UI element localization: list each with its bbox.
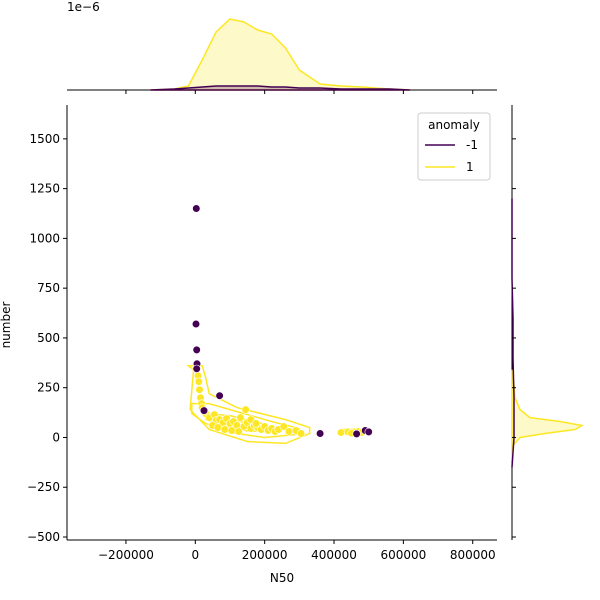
right-marginal-density-pos1 xyxy=(511,369,585,462)
scatter-point-anomaly-neg1 xyxy=(364,427,373,437)
x-tick-label: 200000 xyxy=(242,548,288,562)
scatter-point-anomaly-pos1 xyxy=(195,385,204,394)
scatter-point-anomaly-pos1 xyxy=(220,425,229,434)
scatter-point-anomaly-pos1 xyxy=(251,419,261,428)
scatter-point-anomaly-neg1 xyxy=(215,391,224,400)
scatter-point-anomaly-pos1 xyxy=(236,413,245,422)
y-tick-label: 750 xyxy=(37,281,60,295)
legend-label-pos1: 1 xyxy=(466,160,474,174)
top-marginal-density-pos1 xyxy=(150,18,411,91)
y-axis-label: number xyxy=(0,302,13,349)
y-tick-label: −500 xyxy=(27,530,60,544)
y-tick-label: 250 xyxy=(37,381,60,395)
scatter-point-anomaly-neg1 xyxy=(316,429,325,438)
scatter-point-anomaly-pos1 xyxy=(194,377,203,386)
legend-box xyxy=(417,112,491,181)
legend-label-neg1: -1 xyxy=(466,138,478,152)
y-tick-label: 0 xyxy=(52,430,60,444)
scatter-point-anomaly-pos1 xyxy=(284,427,294,436)
scatter-point-anomaly-pos1 xyxy=(234,427,243,436)
right-marginal-density xyxy=(511,105,585,540)
y-tick-label: 1250 xyxy=(29,182,60,196)
x-tick-label: 400000 xyxy=(311,548,357,562)
scatter-point-anomaly-pos1 xyxy=(241,405,250,414)
top-marginal-scale-label: 1e−6 xyxy=(67,0,100,14)
main-plot-area: −200000 0 200000 400000 600000 800000 −500 −25… xyxy=(27,90,516,562)
scatter-point-anomaly-pos1 xyxy=(227,426,236,435)
y-axis-ticks: −500 −250 0 250 500 750 1000 1250 1500 xyxy=(27,132,516,544)
scatter-point-anomaly-neg1 xyxy=(192,345,201,355)
y-tick-label: −250 xyxy=(27,480,60,494)
x-tick-label: −200000 xyxy=(98,548,154,562)
top-marginal-density xyxy=(67,18,497,91)
kde-contour-line xyxy=(186,365,311,445)
scatter-point-anomaly-pos1 xyxy=(297,429,306,438)
scatter-point-anomaly-neg1 xyxy=(192,364,201,373)
scatter-point-anomaly-pos1 xyxy=(279,422,288,431)
y-tick-label: 500 xyxy=(37,331,60,345)
scatter-point-anomaly-neg1 xyxy=(199,406,209,415)
legend: anomaly -1 1 xyxy=(417,112,491,181)
scatter-point-anomaly-pos1 xyxy=(336,428,346,437)
x-axis-label: N50 xyxy=(270,571,294,585)
x-tick-label: 0 xyxy=(191,548,199,562)
top-marginal-density-neg1 xyxy=(150,85,411,91)
legend-title: anomaly xyxy=(428,118,480,132)
scatter-point-anomaly-neg1 xyxy=(352,429,361,439)
y-tick-label: 1500 xyxy=(29,132,60,146)
scatter-point-anomaly-neg1 xyxy=(192,204,201,213)
x-axis-ticks: −200000 0 200000 400000 600000 800000 xyxy=(98,90,496,562)
x-tick-label: 800000 xyxy=(450,548,496,562)
x-tick-label: 600000 xyxy=(380,548,426,562)
scatter-point-anomaly-neg1 xyxy=(191,319,201,329)
y-tick-label: 1000 xyxy=(29,231,60,245)
scatter-points xyxy=(191,204,373,439)
scatter-point-anomaly-pos1 xyxy=(213,423,222,432)
